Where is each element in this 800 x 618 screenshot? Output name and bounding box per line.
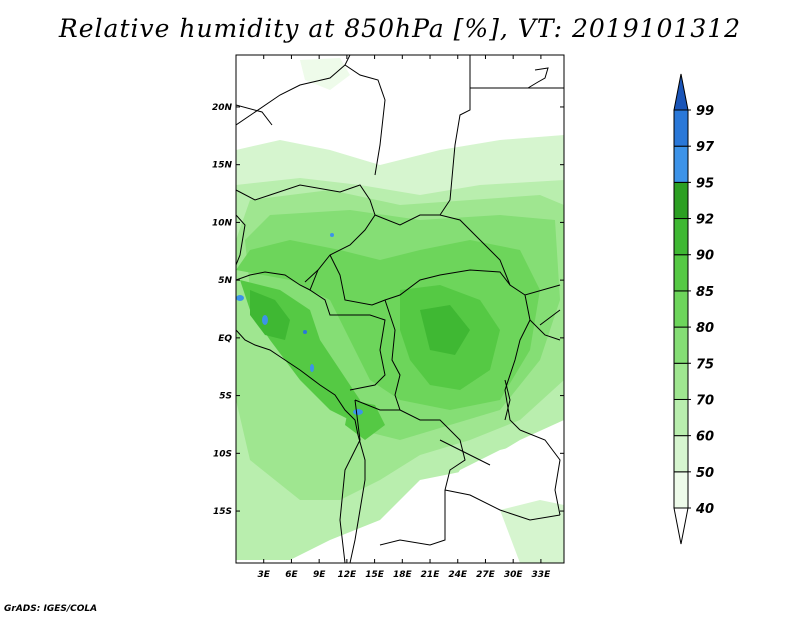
colorbar-segment xyxy=(673,362,689,400)
colorbar-segment xyxy=(673,398,689,437)
colorbar-segment xyxy=(673,471,689,509)
colorbar-label: 40 xyxy=(695,502,714,517)
x-tick-label: 24E xyxy=(448,570,468,580)
colorbar-label: 95 xyxy=(696,176,714,191)
x-tick-label: 18E xyxy=(393,570,413,580)
map-title: Relative humidity at 850hPa [%], VT: 201… xyxy=(58,14,742,43)
colorbar-label: 80 xyxy=(696,321,714,336)
longitude-axis: 3E 6E 9E 12E 15E 18E 21E 24E 27E 30E 33E xyxy=(258,55,552,580)
colorbar-segment xyxy=(673,181,689,220)
colorbar-label: 92 xyxy=(696,213,714,228)
x-tick-label: 30E xyxy=(504,570,524,580)
y-tick-label: 10S xyxy=(213,449,232,459)
y-tick-label: 5S xyxy=(219,392,232,402)
colorbar-label: 60 xyxy=(696,430,714,445)
colorbar-segment xyxy=(673,435,689,473)
colorbar-label: 75 xyxy=(696,357,714,372)
colorbar-label: 90 xyxy=(696,249,714,264)
y-tick-label: 5N xyxy=(218,276,232,286)
x-tick-label: 9E xyxy=(313,570,326,580)
colorbar-segment xyxy=(673,145,689,183)
colorbar-segment xyxy=(673,290,689,328)
colorbar-label: 97 xyxy=(696,140,715,155)
y-tick-label: 20N xyxy=(212,103,233,113)
x-tick-label: 12E xyxy=(338,570,358,580)
y-tick-label: 10N xyxy=(212,218,233,228)
x-tick-label: 21E xyxy=(421,570,441,580)
x-tick-label: 3E xyxy=(258,570,271,580)
colorbar-label: 85 xyxy=(696,285,714,300)
colorbar: 40 50 60 70 75 80 85 90 92 95 97 99 xyxy=(673,73,715,545)
humidity-field xyxy=(236,55,564,563)
colorbar-segment xyxy=(673,254,689,292)
map-frame xyxy=(235,54,565,564)
colorbar-label: 99 xyxy=(696,104,714,119)
country-borders xyxy=(236,55,564,563)
colorbar-segment xyxy=(673,218,689,256)
x-tick-label: 27E xyxy=(476,570,496,580)
x-tick-label: 15E xyxy=(365,570,385,580)
y-tick-label: 15S xyxy=(213,507,232,517)
colorbar-high-arrow xyxy=(673,73,689,111)
colorbar-segment xyxy=(673,109,689,147)
y-tick-label: 15N xyxy=(212,161,233,171)
colorbar-low-arrow xyxy=(673,507,689,545)
credit-text: GrADS: IGES/COLA xyxy=(4,604,98,614)
colorbar-segment xyxy=(673,326,689,364)
y-tick-label: EQ xyxy=(218,334,232,344)
colorbar-label: 50 xyxy=(696,466,714,481)
x-tick-label: 33E xyxy=(532,570,552,580)
x-tick-label: 6E xyxy=(285,570,298,580)
colorbar-label: 70 xyxy=(696,393,714,408)
latitude-axis: 20N 15N 10N 5N EQ 5S 10S 15S xyxy=(212,103,564,517)
